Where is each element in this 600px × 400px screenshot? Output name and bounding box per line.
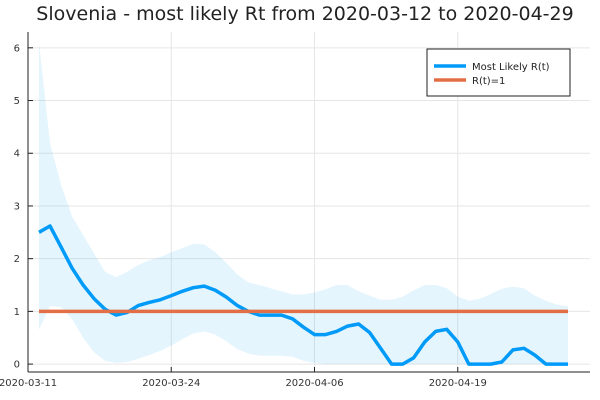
legend: Most Likely R(t) R(t)=1 [426, 48, 571, 97]
confidence-band [39, 42, 568, 365]
legend-label-rt-one: R(t)=1 [472, 76, 505, 87]
legend-label-most-likely: Most Likely R(t) [472, 62, 550, 73]
y-tick-label: 0 [14, 360, 20, 371]
y-tick-label: 1 [14, 307, 20, 318]
y-tick-label: 3 [14, 201, 20, 212]
x-tick-label: 2020-04-06 [285, 378, 343, 389]
legend-box [426, 48, 571, 97]
chart-title: Slovenia - most likely Rt from 2020-03-1… [36, 3, 573, 25]
axes: 0 1 2 3 4 5 6 2020-03-11 2020-03-24 2020-04-06 202… [0, 32, 590, 389]
x-tick-label: 2020-03-24 [142, 378, 200, 389]
confidence-band-area [39, 42, 568, 365]
y-tick-label: 2 [14, 254, 20, 265]
y-tick-label: 6 [14, 43, 20, 54]
series-lines [38, 224, 568, 366]
x-tick-label: 2020-03-11 [0, 378, 57, 389]
x-tick-label: 2020-04-19 [429, 378, 487, 389]
y-tick-label: 4 [14, 149, 20, 160]
y-tick-label: 5 [14, 96, 20, 107]
